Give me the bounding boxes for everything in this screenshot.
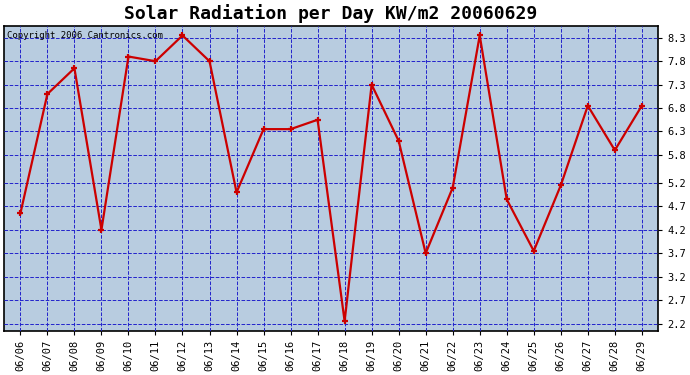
Text: Copyright 2006 Cantronics.com: Copyright 2006 Cantronics.com — [8, 31, 164, 40]
Title: Solar Radiation per Day KW/m2 20060629: Solar Radiation per Day KW/m2 20060629 — [124, 4, 538, 23]
